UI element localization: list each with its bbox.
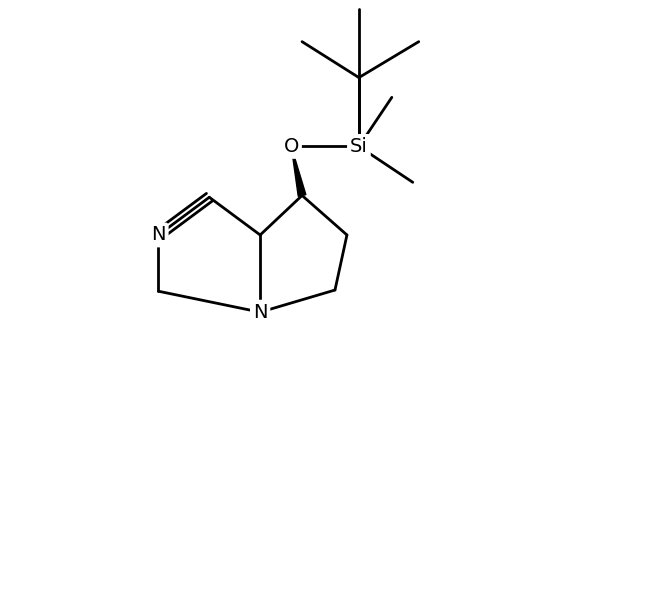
Polygon shape: [291, 146, 306, 196]
Text: O: O: [284, 137, 299, 156]
Text: N: N: [151, 225, 166, 245]
Text: Si: Si: [350, 137, 368, 156]
Text: N: N: [253, 303, 267, 322]
